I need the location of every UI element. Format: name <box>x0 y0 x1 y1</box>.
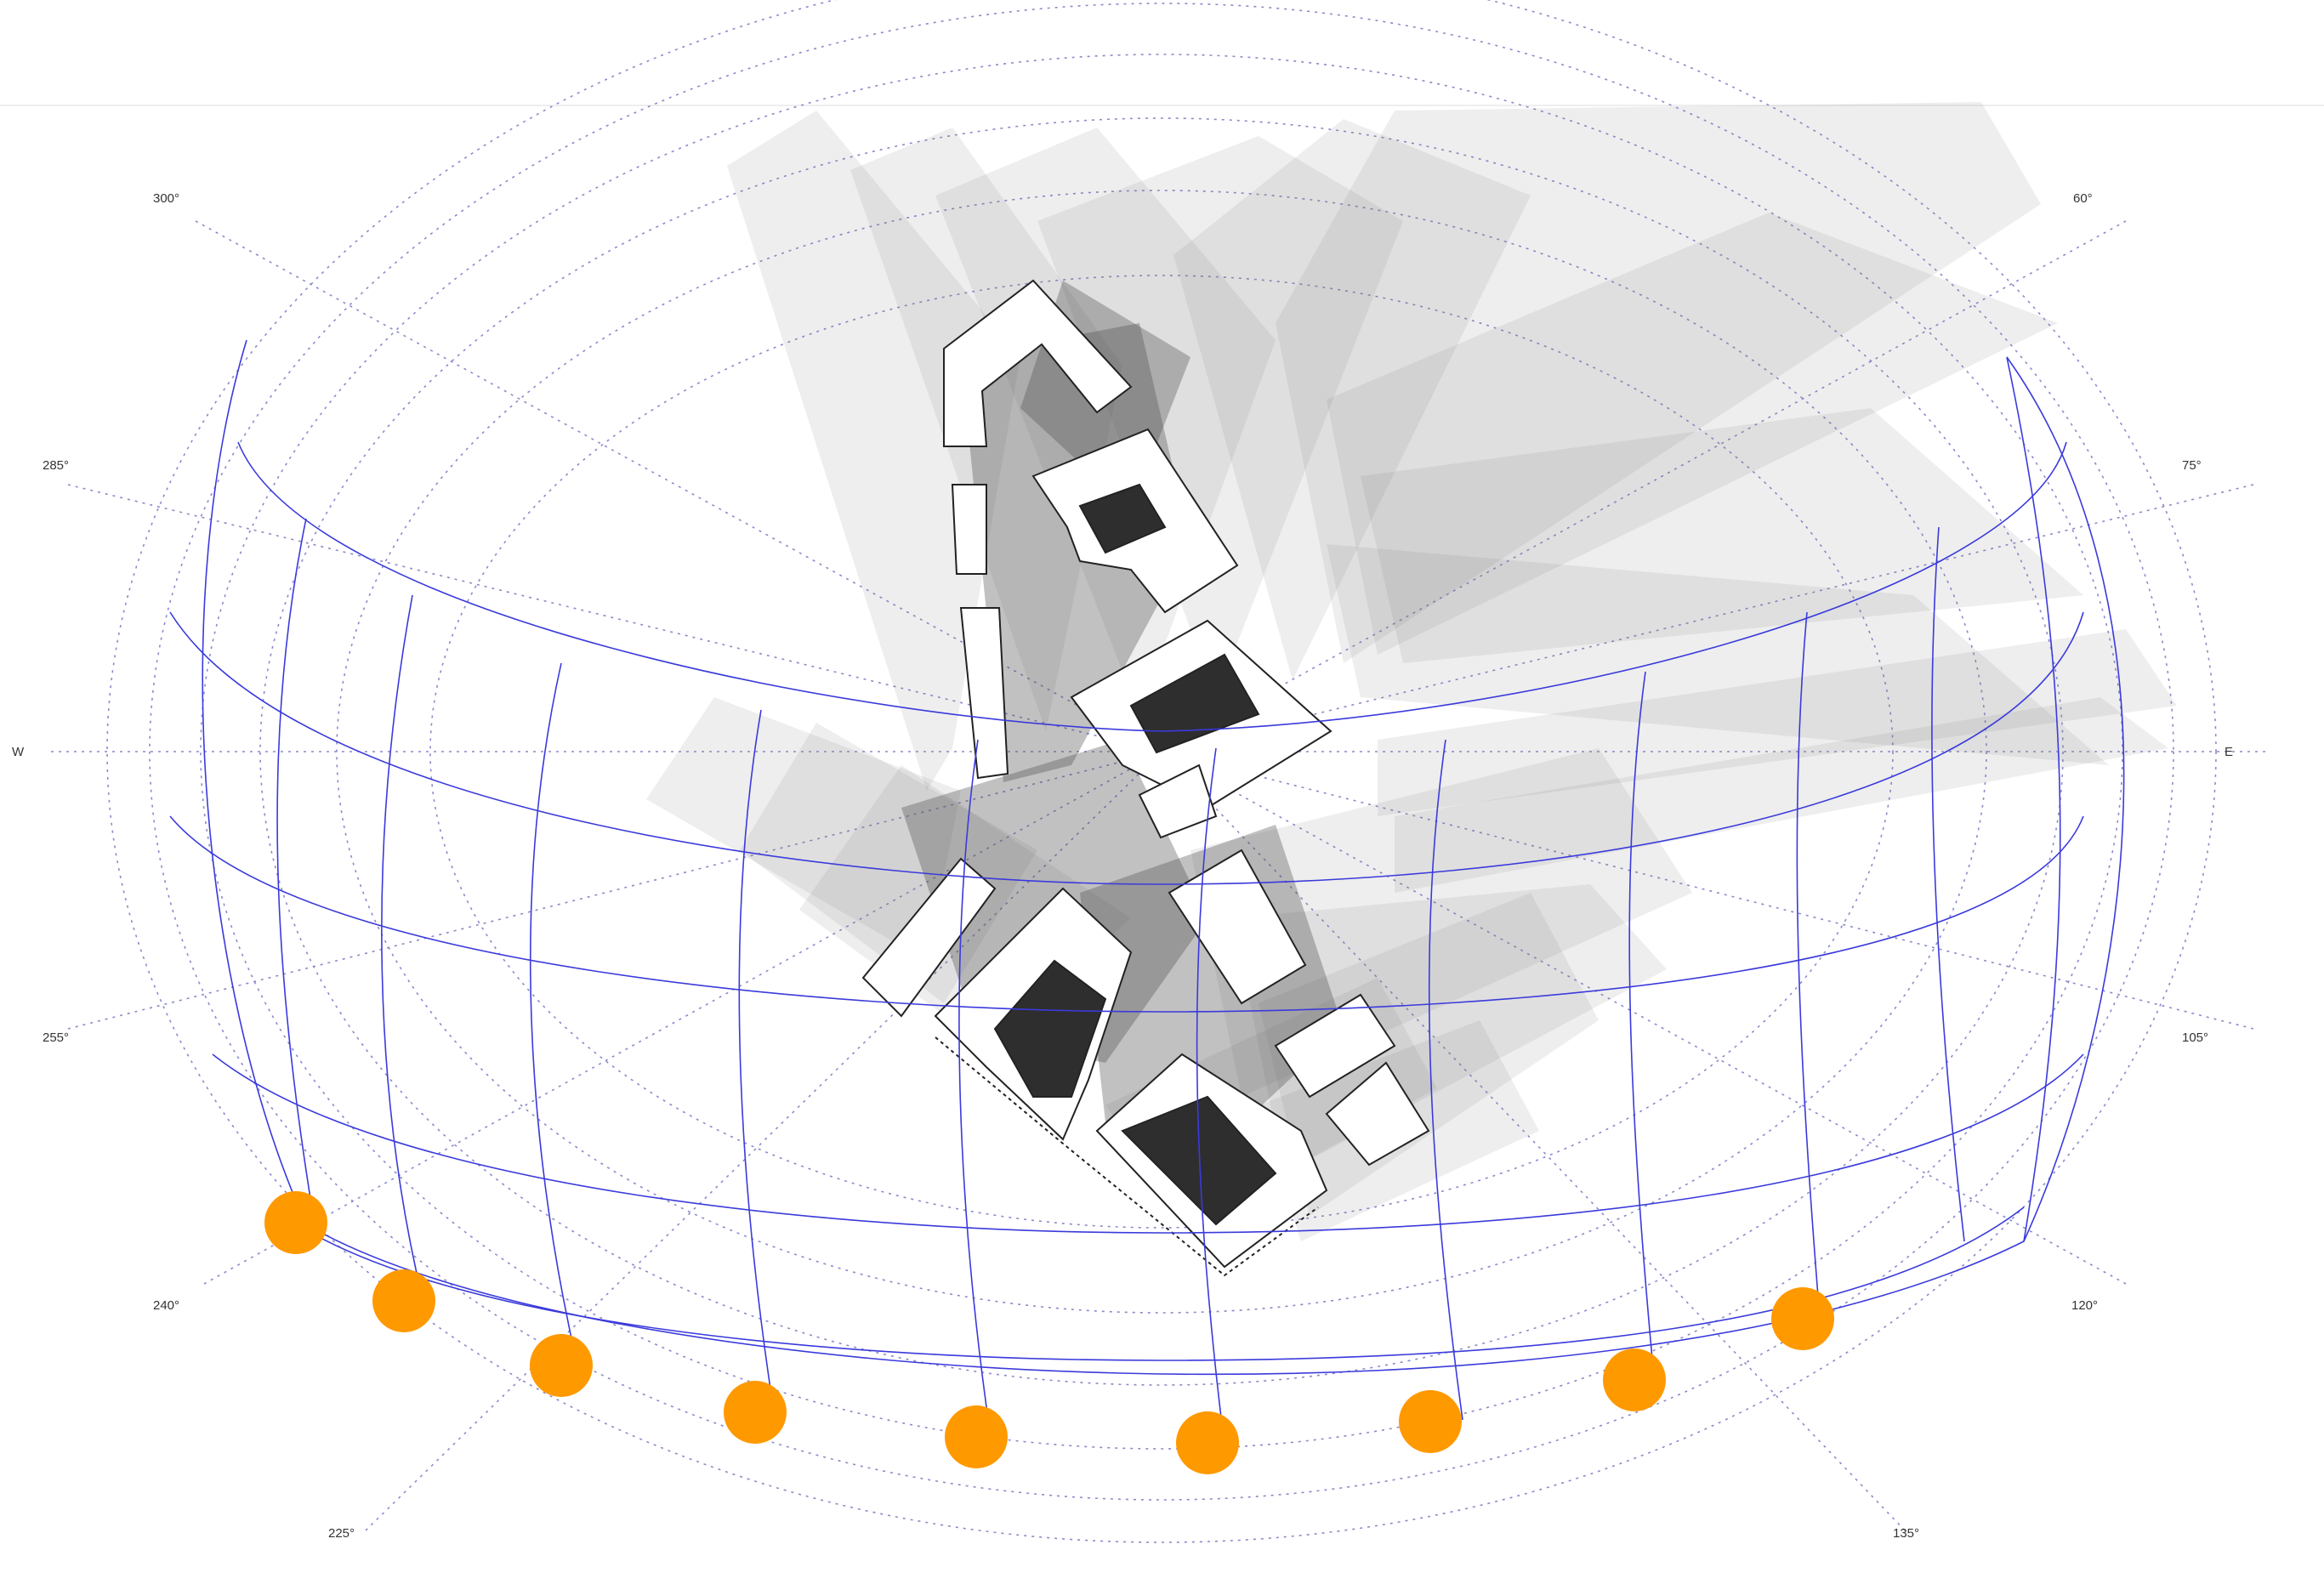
building-footprint <box>1168 849 1307 1005</box>
compass-labels: 300° 60° 285° 75° W E 255° 105° 240° 120… <box>12 191 2233 1541</box>
compass-label-285: 285° <box>43 458 69 473</box>
sun-marker <box>530 1334 593 1397</box>
building-footprint <box>1138 764 1218 839</box>
building-footprint <box>1274 993 1396 1099</box>
compass-label-240: 240° <box>153 1298 179 1313</box>
building-footprint <box>959 607 1009 780</box>
compass-label-w: W <box>12 745 25 759</box>
building-footprints <box>861 279 1430 1277</box>
compass-label-300: 300° <box>153 191 179 206</box>
sun-markers <box>264 1191 1834 1474</box>
courtyard <box>1129 653 1260 754</box>
compass-label-225: 225° <box>328 1526 355 1541</box>
building-footprint <box>943 279 1133 447</box>
compass-label-135: 135° <box>1893 1526 1919 1541</box>
compass-label-e: E <box>2225 745 2233 759</box>
building-footprint <box>1325 1061 1430 1167</box>
courtyard <box>993 959 1107 1098</box>
sun-marker <box>1771 1287 1834 1350</box>
compass-label-60: 60° <box>2073 191 2093 206</box>
sun-marker <box>264 1191 327 1254</box>
sun-marker <box>1603 1348 1666 1411</box>
building-footprint <box>951 484 987 575</box>
compass-label-120: 120° <box>2071 1298 2098 1313</box>
courtyard <box>1078 483 1167 554</box>
sun-marker <box>372 1269 435 1332</box>
sun-marker <box>1176 1411 1239 1474</box>
sun-marker <box>945 1405 1008 1468</box>
compass-label-105: 105° <box>2182 1030 2208 1045</box>
compass-label-255: 255° <box>43 1030 69 1045</box>
compass-label-75: 75° <box>2182 458 2202 473</box>
sun-marker <box>1399 1390 1462 1453</box>
sun-marker <box>724 1381 787 1444</box>
